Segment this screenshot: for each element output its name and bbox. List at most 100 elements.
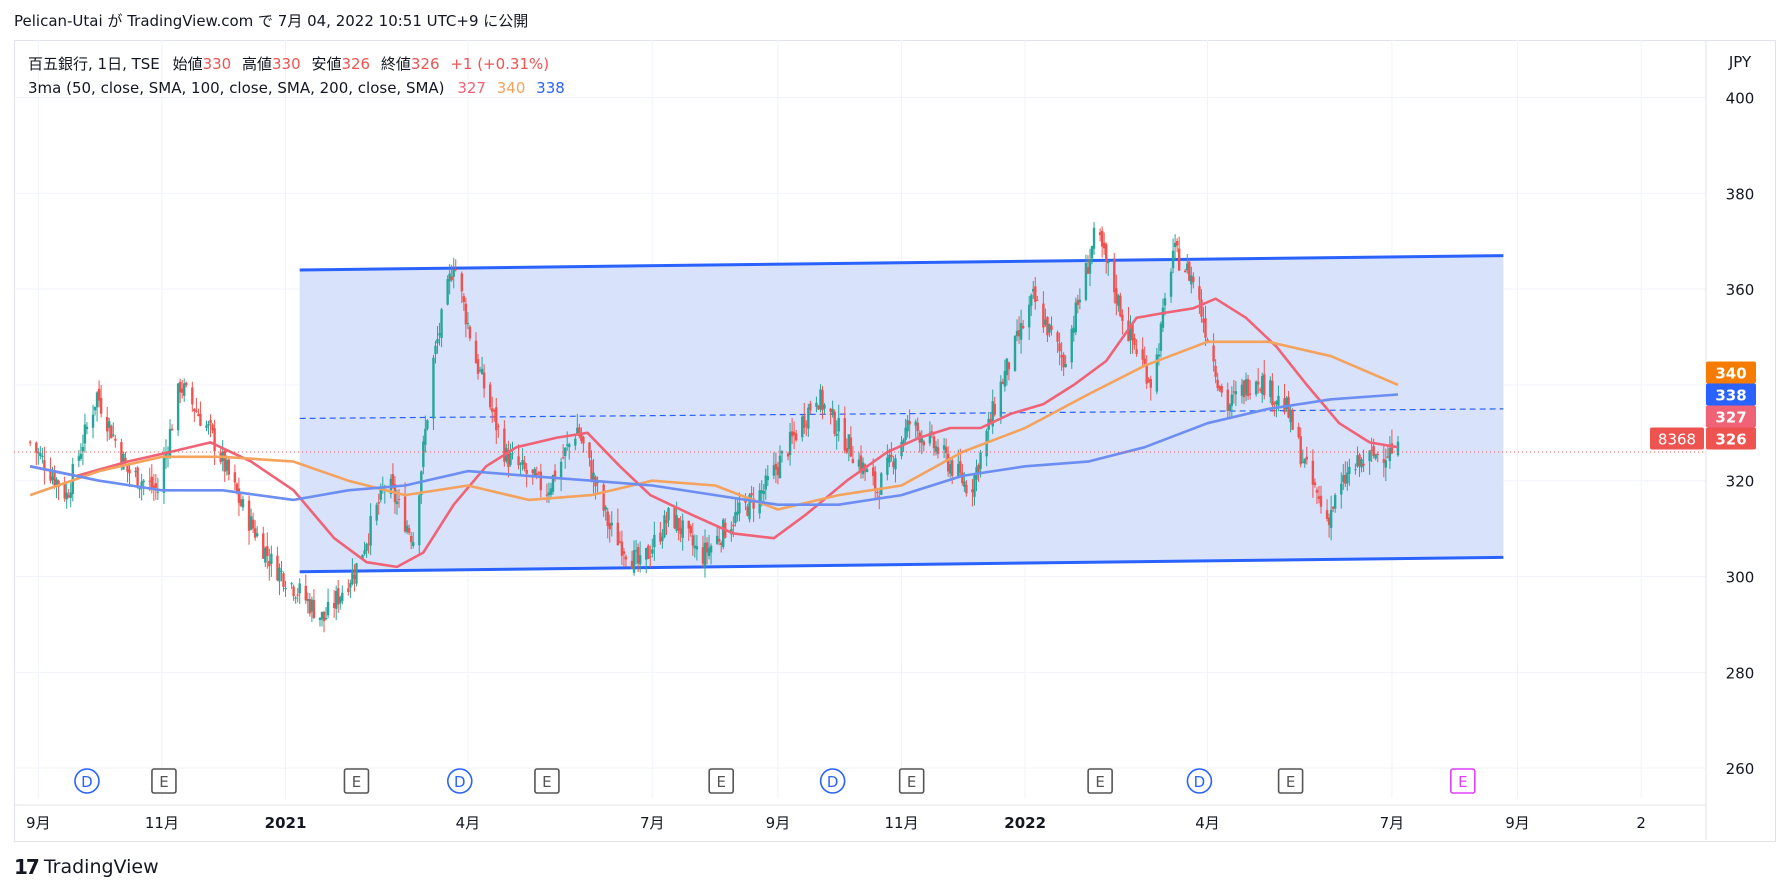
candle-body: [227, 459, 230, 475]
candle-body: [525, 469, 528, 474]
candle-body: [379, 486, 382, 500]
candle-body: [1360, 459, 1363, 468]
candle-body: [55, 479, 58, 488]
candle-body: [1117, 295, 1120, 306]
brand-name: TradingView: [43, 856, 159, 878]
candle-body: [551, 474, 555, 492]
indicator-legend[interactable]: 3ma (50, close, SMA, 100, close, SMA, 20…: [28, 79, 565, 97]
earnings-marker: [343, 768, 370, 794]
candle-body: [108, 421, 111, 428]
candle-body: [744, 500, 747, 503]
earnings-marker: [1450, 768, 1476, 794]
candle-body: [1032, 288, 1035, 292]
candle-body: [930, 431, 934, 433]
price-label-last: [1706, 427, 1756, 450]
candle-body: [1019, 323, 1023, 340]
candle-body: [1163, 298, 1167, 306]
candle-body: [1256, 381, 1260, 385]
ma50-line: [29, 297, 1399, 569]
candle-body: [1078, 299, 1082, 303]
candle-body: [312, 599, 316, 618]
candle-body: [963, 481, 966, 487]
countdown-text: 8368: [1658, 430, 1696, 448]
tradingview-logo-icon: 17: [14, 855, 40, 879]
x-tick-label: 11月: [884, 814, 918, 832]
candle-body: [922, 441, 926, 446]
candle-body: [999, 381, 1003, 417]
candle-body: [454, 269, 457, 271]
candle-body: [547, 492, 551, 496]
candle-body: [803, 415, 806, 428]
candle-body: [932, 436, 936, 449]
candle-body: [829, 408, 832, 412]
candle-body: [590, 460, 593, 481]
candle-body: [1133, 337, 1136, 345]
dividend-marker-label: D: [81, 773, 93, 791]
candle-body: [363, 550, 366, 554]
candle-body: [1311, 460, 1315, 485]
candle-body: [1001, 381, 1005, 385]
candle-body: [183, 383, 186, 396]
candle-body: [1277, 395, 1280, 406]
candle-body: [748, 494, 751, 520]
candle-body: [438, 333, 441, 336]
candle-body: [397, 498, 401, 500]
symbol-legend: 百五銀行, 1日, TSE 始値330 高値330 安値326 終値326 +1…: [28, 53, 549, 74]
candle-body: [578, 427, 581, 437]
candle-body: [663, 515, 666, 538]
candle-body: [185, 382, 188, 386]
candle-body: [462, 296, 466, 303]
candle-body: [1376, 453, 1379, 455]
candle-body: [440, 309, 443, 338]
candle-body: [452, 269, 455, 277]
candle-body: [1013, 335, 1017, 371]
candle-body: [1234, 391, 1238, 395]
candle-body: [1261, 375, 1264, 395]
candle-body: [1340, 483, 1343, 495]
countdown-label: [1650, 427, 1704, 450]
candle-body: [284, 588, 287, 590]
candle-body: [1273, 402, 1276, 404]
candle-body: [1048, 324, 1051, 333]
candle-body: [618, 541, 622, 543]
dividend-marker-label: D: [1194, 773, 1206, 791]
candle-body: [450, 276, 453, 281]
tradingview-footer[interactable]: 17 TradingView: [14, 855, 159, 879]
candle-body: [1135, 349, 1138, 354]
candle-body: [691, 535, 695, 546]
earnings-marker-label: E: [352, 773, 361, 791]
candle-body: [1362, 463, 1365, 466]
candle-body: [152, 485, 156, 488]
candle-body: [561, 457, 565, 459]
candle-body: [193, 408, 196, 412]
candle-body: [1246, 379, 1250, 397]
candle-body: [292, 586, 295, 597]
candle-body: [1056, 332, 1059, 342]
candle-body: [426, 420, 429, 429]
candle-body: [523, 462, 526, 469]
candle-body: [1190, 275, 1193, 285]
price-label-ma200: [1706, 383, 1756, 406]
candle-body: [835, 433, 838, 436]
dividend-marker: [74, 768, 100, 794]
earnings-marker: [534, 768, 560, 794]
candle-body: [308, 599, 312, 614]
candle-body: [83, 424, 87, 444]
candle-body: [1173, 242, 1177, 247]
candle-body: [1090, 246, 1094, 259]
candle-body: [268, 560, 271, 567]
candle-body: [553, 470, 557, 480]
candle-body: [63, 483, 66, 499]
candle-body: [29, 441, 32, 443]
candle-body: [1254, 381, 1258, 395]
candle-body: [353, 575, 356, 580]
candle-body: [906, 420, 909, 432]
candle-body: [807, 407, 810, 429]
candle-body: [1271, 380, 1274, 406]
candle-body: [49, 471, 52, 481]
chart-frame[interactable]: [14, 40, 1776, 842]
candle-body: [790, 431, 794, 437]
y-tick-label: 320: [1726, 473, 1755, 491]
